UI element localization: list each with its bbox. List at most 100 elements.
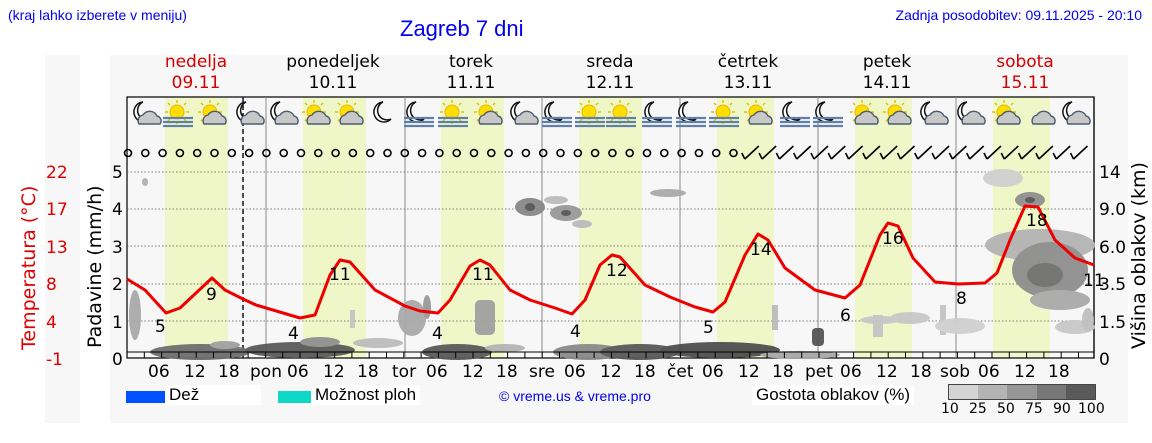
temp-max-label: 16 (882, 229, 904, 249)
cloud-density-tick: 90 (1053, 401, 1071, 417)
cloud-density-tick: 10 (941, 401, 959, 417)
temp-min-label: 5 (155, 317, 166, 337)
precip-tick: 1 (112, 313, 123, 333)
copyright-link[interactable]: © vreme.us & vreme.pro (499, 388, 651, 404)
temperature-axis-panel (45, 55, 80, 423)
temperature-axis-label: Temperatura (°C) (18, 185, 40, 350)
x-tick: 12 (323, 362, 345, 382)
cloud-density-tick: 25 (969, 401, 987, 417)
x-tick: 18 (1048, 362, 1070, 382)
cloud-height-tick: 14 (1099, 163, 1121, 183)
x-tick: 18 (634, 362, 656, 382)
temp-max-label: 12 (606, 261, 628, 281)
precip-tick: 5 (112, 163, 123, 183)
temp-tick: 8 (46, 275, 57, 295)
x-tick: čet (667, 362, 694, 382)
moon-fog-icon (778, 101, 812, 128)
temp-tick: 4 (46, 313, 57, 333)
cloud-height-axis-label: Višina oblakov (km) (1128, 162, 1150, 349)
cloud-height-tick: 1.5 (1099, 313, 1127, 333)
x-tick: 06 (287, 362, 309, 382)
precip-tick: 2 (112, 275, 123, 295)
moon-fog-icon (674, 101, 708, 128)
temp-max-label: 9 (206, 285, 217, 305)
cloud-height-tick: 3.5 (1099, 275, 1127, 295)
moon-cloud-icon (1062, 101, 1091, 125)
day-header-sunday: nedelja 09.11 (164, 52, 228, 93)
temp-tick: 13 (46, 238, 68, 258)
precip-axis-label: Padavine (mm/h) (84, 185, 106, 348)
cloud-density-tick: 75 (1025, 401, 1043, 417)
moon-fog-icon (811, 101, 845, 128)
temp-min-label: 4 (570, 322, 581, 342)
moon-fog-icon (402, 101, 436, 128)
moon-cloud-icon (510, 101, 539, 125)
temp-tick: 17 (46, 200, 68, 220)
day-header-friday: petek 14.11 (862, 52, 912, 93)
precip-tick: 3 (112, 238, 123, 258)
x-tick: 18 (772, 362, 794, 382)
x-tick: 12 (600, 362, 622, 382)
rain-legend-label: Dež (165, 385, 261, 405)
x-tick: 06 (426, 362, 448, 382)
temp-tick: 22 (46, 163, 68, 183)
temp-max-label: 18 (1026, 211, 1048, 231)
x-tick: 18 (218, 362, 240, 382)
x-tick: 18 (357, 362, 379, 382)
day-header-tuesday: torek 11.11 (446, 52, 496, 93)
cloud-height-tick: 9.0 (1099, 200, 1127, 220)
moon-cloud-icon (270, 101, 299, 125)
temp-min-label: 6 (840, 306, 851, 326)
cloud-density-tick: 50 (997, 401, 1015, 417)
temp-max-label: 14 (750, 240, 772, 260)
day-header-monday: ponedeljek 10.11 (286, 52, 380, 93)
x-tick: 12 (184, 362, 206, 382)
daylight-bands (165, 97, 1050, 358)
x-tick: tor (392, 362, 417, 382)
temp-tick: -1 (46, 350, 63, 370)
moon-fog-icon (640, 101, 674, 128)
showers-legend-label: Možnost ploh (311, 385, 421, 405)
x-tick: sre (529, 362, 555, 382)
x-tick: 12 (876, 362, 898, 382)
moon-fog-icon (540, 101, 574, 128)
cloud-height-tick: 6.0 (1099, 238, 1127, 258)
x-tick: 12 (1014, 362, 1036, 382)
x-tick: 06 (978, 362, 1000, 382)
cloud-density-scale (948, 384, 1096, 400)
temp-max-label: 11 (472, 265, 494, 285)
precip-tick: 4 (112, 200, 123, 220)
day-header-saturday: sobota 15.11 (996, 52, 1054, 93)
x-tick: 12 (738, 362, 760, 382)
x-tick: 12 (462, 362, 484, 382)
temp-min-label: 5 (703, 318, 714, 338)
rain-legend-swatch (126, 391, 174, 403)
moon-cloud-icon (133, 101, 162, 125)
region-select-note[interactable]: (kraj lahko izberete v meniju) (8, 7, 187, 23)
temp-min-label: 4 (288, 324, 299, 344)
moon-icon (373, 101, 392, 123)
x-tick: 06 (148, 362, 170, 382)
day-header-thursday: četrtek 13.11 (717, 52, 779, 93)
x-tick: pon (250, 362, 282, 382)
moon-cloud-icon (920, 101, 949, 125)
wind-markers (123, 145, 1089, 160)
temp-max-label: 11 (329, 265, 351, 285)
x-tick: sob (940, 362, 971, 382)
cloud-density-tick: 100 (1078, 401, 1105, 417)
cloud-density-legend-label: Gostota oblakov (%) (752, 385, 915, 405)
x-tick: 06 (840, 362, 862, 382)
page-title: Zagreb 7 dni (400, 16, 524, 41)
x-tick: 06 (564, 362, 586, 382)
x-tick: 06 (702, 362, 724, 382)
cloud-height-tick: 0 (1099, 350, 1110, 370)
x-tick: pet (805, 362, 833, 382)
last-update: Zadnja posodobitev: 09.11.2025 - 20:10 (895, 7, 1142, 23)
day-header-wednesday: sreda 12.11 (585, 52, 635, 93)
temp-end-label: 11 (1083, 271, 1105, 291)
x-tick: 18 (910, 362, 932, 382)
moon-cloud-icon (236, 101, 265, 125)
temperature-line (126, 204, 1095, 320)
x-tick: 18 (496, 362, 518, 382)
